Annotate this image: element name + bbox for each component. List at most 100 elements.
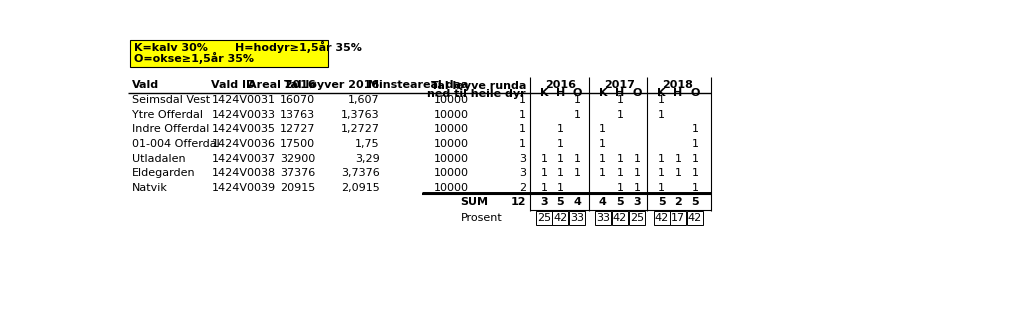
FancyBboxPatch shape [130,39,328,67]
Text: 20915: 20915 [280,183,316,193]
Text: Tal løyver 2016: Tal løyver 2016 [284,80,379,90]
Text: 1: 1 [616,95,623,105]
Text: 1: 1 [541,168,548,178]
Text: 13763: 13763 [280,110,316,120]
Text: 42: 42 [613,213,628,223]
Text: 25: 25 [537,213,551,223]
Text: 10000: 10000 [433,168,469,178]
Text: 10000: 10000 [433,124,469,134]
Text: 10000: 10000 [433,110,469,120]
Text: 32900: 32900 [280,154,316,164]
Text: 1: 1 [675,168,682,178]
Text: 3: 3 [633,197,641,207]
Text: 1,75: 1,75 [355,139,379,149]
Text: 17: 17 [670,213,685,223]
Text: 1: 1 [658,95,665,105]
FancyBboxPatch shape [552,211,568,225]
Text: 2017: 2017 [604,81,636,91]
Text: 1: 1 [692,124,699,134]
Text: 1: 1 [557,168,564,178]
Text: ned til heile dyr: ned til heile dyr [427,89,526,99]
Text: 1: 1 [658,110,665,120]
Text: 1: 1 [692,154,699,164]
Text: 3,7376: 3,7376 [341,168,379,178]
Text: 2018: 2018 [662,81,694,91]
Text: 1424V0031: 1424V0031 [212,95,276,105]
Text: 1: 1 [599,139,606,149]
Text: 1424V0036: 1424V0036 [212,139,276,149]
Text: Tal løyve runda: Tal løyve runda [430,81,526,91]
FancyBboxPatch shape [595,211,611,225]
Text: Areal 2016: Areal 2016 [247,80,316,90]
FancyBboxPatch shape [629,211,645,225]
Text: 1: 1 [616,183,623,193]
Text: 1: 1 [541,183,548,193]
FancyBboxPatch shape [612,211,628,225]
Text: 5: 5 [556,197,564,207]
Text: 1424V0037: 1424V0037 [212,154,276,164]
Text: O=okse≥1,5år 35%: O=okse≥1,5år 35% [134,52,253,64]
Text: 1: 1 [616,110,623,120]
Text: 3,29: 3,29 [355,154,379,164]
Text: 17500: 17500 [280,139,316,149]
Text: 10000: 10000 [433,183,469,193]
Text: 1: 1 [634,154,641,164]
Text: 12727: 12727 [280,124,316,134]
Text: 42: 42 [655,213,668,223]
Text: 1: 1 [616,154,623,164]
Text: 1: 1 [658,168,665,178]
Text: 2,0915: 2,0915 [341,183,379,193]
Text: 1: 1 [519,95,526,105]
FancyBboxPatch shape [536,211,552,225]
Text: 1: 1 [557,124,564,134]
Text: 5: 5 [616,197,623,207]
Text: 1,2727: 1,2727 [340,124,379,134]
Text: 1424V0038: 1424V0038 [212,168,276,178]
Text: 4: 4 [599,197,607,207]
Text: 16070: 16070 [280,95,316,105]
Text: 2016: 2016 [545,81,575,91]
Text: SUM: SUM [460,197,489,207]
Text: H: H [556,88,565,98]
Text: Prosent: Prosent [461,213,503,223]
Text: K: K [540,88,548,98]
Text: 1424V0033: 1424V0033 [212,110,276,120]
Text: 3: 3 [540,197,548,207]
Text: K: K [657,88,666,98]
Text: 1: 1 [541,154,548,164]
Text: 1424V0035: 1424V0035 [212,124,276,134]
Text: 1: 1 [599,168,606,178]
Text: 25: 25 [630,213,644,223]
Text: 1: 1 [634,168,641,178]
Text: Vald ID: Vald ID [212,80,256,90]
Text: 1,607: 1,607 [349,95,379,105]
Text: Vald: Vald [132,80,158,90]
Text: Eldegarden: Eldegarden [132,168,195,178]
Text: 2: 2 [675,197,682,207]
Text: Utladalen: Utladalen [132,154,185,164]
Text: Natvik: Natvik [132,183,168,193]
Text: 1: 1 [692,168,699,178]
Text: 5: 5 [691,197,699,207]
Text: H: H [615,88,624,98]
Text: 1: 1 [557,183,564,193]
FancyBboxPatch shape [569,211,586,225]
Text: Ytre Offerdal: Ytre Offerdal [132,110,202,120]
Text: 12: 12 [511,197,526,207]
Text: 10000: 10000 [433,139,469,149]
Text: H: H [673,88,683,98]
Text: 1: 1 [675,154,682,164]
Text: K: K [599,88,607,98]
Text: O: O [633,88,642,98]
Text: 1: 1 [557,154,564,164]
Text: 1: 1 [573,154,580,164]
Text: 01-004 Offerdal: 01-004 Offerdal [132,139,220,149]
Text: Seimsdal Vest: Seimsdal Vest [132,95,210,105]
Text: 1: 1 [573,168,580,178]
Text: 1: 1 [634,183,641,193]
Text: 33: 33 [596,213,610,223]
Text: 1: 1 [573,110,580,120]
Text: 1: 1 [692,139,699,149]
Text: 1: 1 [658,154,665,164]
Text: O: O [691,88,700,98]
